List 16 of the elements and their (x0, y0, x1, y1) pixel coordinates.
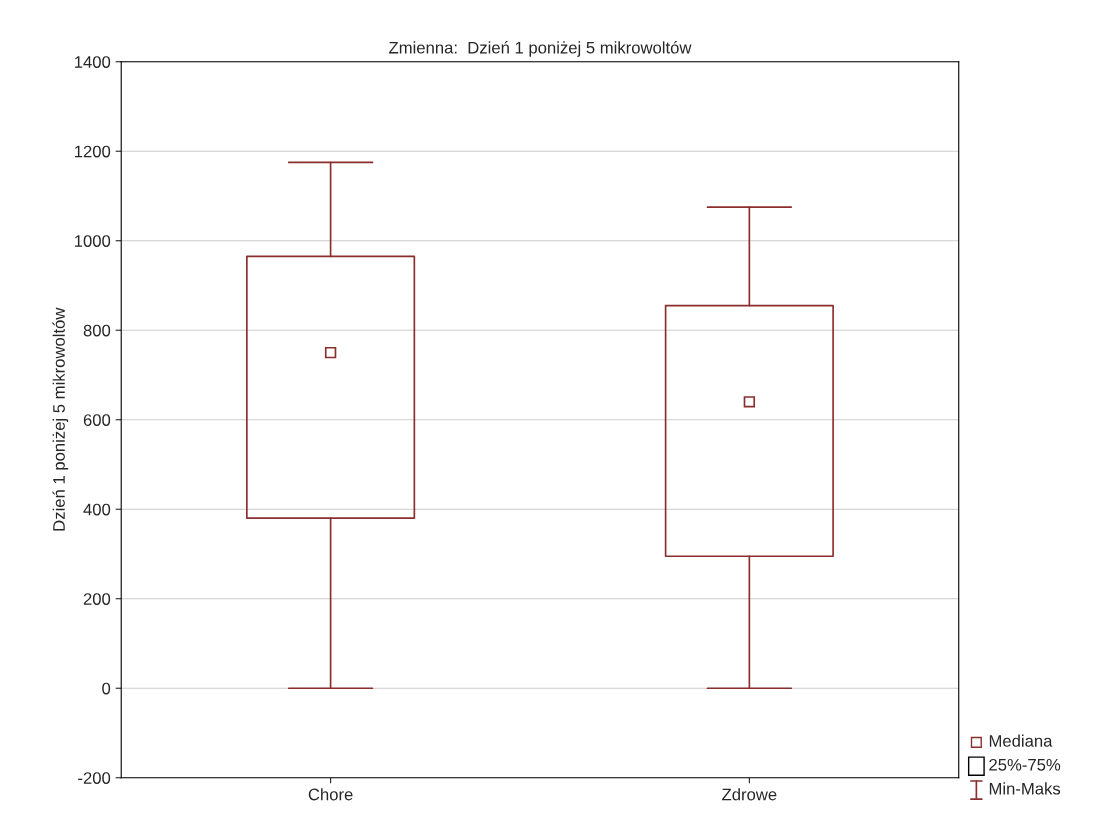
y-tick-label: 1000 (75, 235, 111, 247)
chart-title: Zmienna: Dzień 1 poniżej 5 mikrowoltów (389, 41, 692, 57)
y-tick-label: 800 (83, 324, 111, 337)
y-tick-label: 400 (83, 503, 111, 516)
x-tick-label: Zdrowe (722, 788, 777, 801)
text: Min-Maks (989, 782, 1061, 795)
text: Mediana (989, 734, 1053, 747)
y-tick-label: 1400 (75, 56, 111, 68)
text: 25%-75% (989, 758, 1061, 771)
y-axis-title: Dzień 1 poniżej 5 mikrowoltów (52, 307, 69, 531)
y-tick-label: -200 (78, 772, 111, 784)
y-tick-label: 200 (83, 593, 111, 605)
x-tick-label: Chore (308, 788, 353, 801)
y-tick-label: 1200 (75, 145, 111, 158)
y-tick-label: 600 (83, 414, 111, 426)
y-tick-label: 0 (102, 682, 111, 695)
